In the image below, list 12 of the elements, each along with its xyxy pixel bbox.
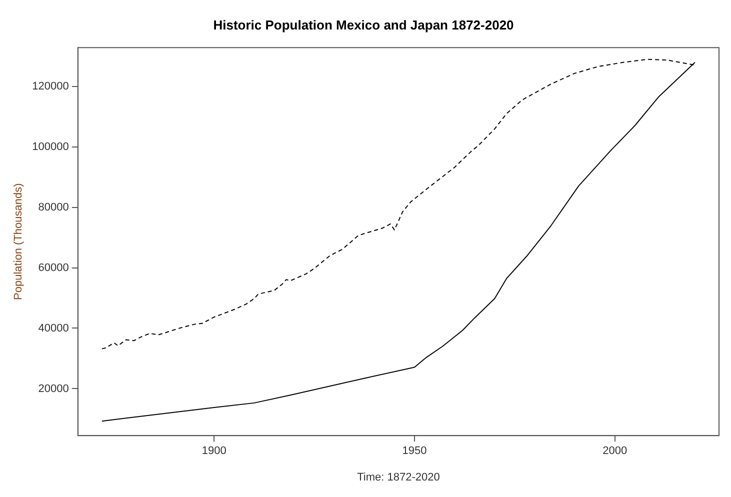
x-axis-title: Time: 1872-2020 xyxy=(357,471,440,484)
y-tick-label: 20000 xyxy=(38,382,69,395)
y-tick-label: 80000 xyxy=(38,201,69,214)
x-tick-label: 1950 xyxy=(402,445,427,458)
chart-title: Historic Population Mexico and Japan 1872-2020 xyxy=(213,17,514,32)
y-tick-label: 120000 xyxy=(32,80,69,92)
y-tick-label: 40000 xyxy=(38,322,69,334)
y-tick-label: 100000 xyxy=(32,140,69,153)
y-tick-label: 60000 xyxy=(38,262,69,274)
x-tick-label: 1900 xyxy=(202,445,226,458)
y-axis-title: Population (Thousands) xyxy=(12,183,25,300)
x-tick-label: 2000 xyxy=(602,445,628,458)
